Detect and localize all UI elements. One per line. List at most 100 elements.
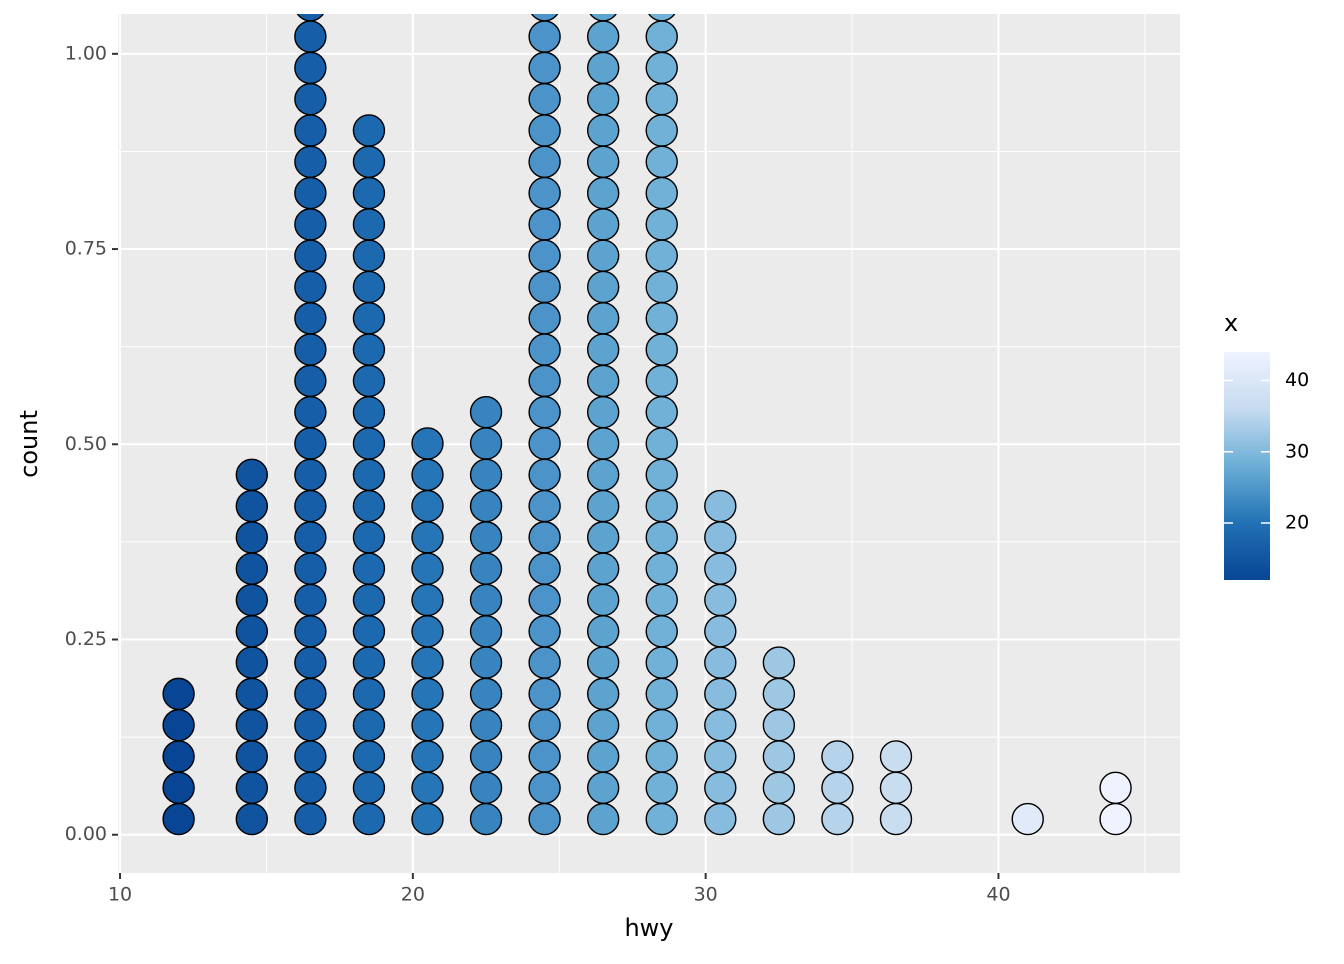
dot (352, 270, 386, 304)
dot (352, 176, 386, 210)
dot (528, 114, 561, 147)
dot (352, 677, 386, 711)
dot (528, 176, 561, 210)
dot (586, 708, 620, 742)
dot (645, 239, 678, 272)
dot (586, 802, 620, 836)
dot (528, 20, 561, 53)
dot (586, 302, 620, 335)
dot (294, 740, 327, 773)
dot (704, 708, 737, 742)
dot (586, 740, 620, 773)
dot (645, 802, 678, 836)
dot (162, 677, 195, 711)
dot (704, 583, 737, 617)
x-tick-label: 20 (401, 884, 425, 906)
dot (528, 270, 561, 304)
dot (352, 364, 386, 398)
dot (294, 82, 327, 116)
dot (352, 802, 386, 836)
dot (411, 646, 444, 679)
dot (762, 677, 796, 711)
dot (528, 489, 561, 523)
dot (762, 771, 796, 804)
dot (589, 14, 617, 22)
dot (704, 740, 737, 773)
dot (821, 740, 854, 773)
dot (294, 20, 327, 53)
dot (645, 521, 678, 554)
dot (762, 802, 796, 836)
dot (411, 771, 444, 804)
dot (704, 552, 737, 585)
dot (352, 427, 386, 460)
dot (645, 646, 678, 679)
dot (411, 740, 444, 773)
dot (1099, 771, 1132, 804)
dot (528, 615, 561, 648)
dot (294, 771, 327, 804)
dot (821, 802, 854, 836)
dot (411, 458, 444, 491)
dot (235, 458, 269, 491)
x-tick-label: 10 (108, 884, 132, 906)
dot (645, 82, 678, 116)
dot (294, 208, 327, 241)
dot (352, 239, 386, 272)
dot (352, 552, 386, 585)
dot (235, 552, 269, 585)
dot (294, 552, 327, 585)
dot (469, 521, 503, 554)
dot (469, 677, 503, 711)
dot (294, 114, 327, 147)
dot (528, 51, 561, 85)
dot (645, 364, 678, 398)
dot (294, 489, 327, 523)
dot (528, 82, 561, 116)
dot (645, 302, 678, 335)
dot (879, 802, 913, 836)
dot (1011, 802, 1044, 836)
dot (586, 489, 620, 523)
dot (411, 521, 444, 554)
dot (294, 333, 327, 366)
legend-tick-label: 20 (1285, 512, 1309, 534)
dot (294, 395, 327, 429)
dot (528, 458, 561, 491)
dot (352, 771, 386, 804)
dot (294, 364, 327, 398)
dot (469, 771, 503, 804)
dot (294, 646, 327, 679)
dot (235, 583, 269, 617)
y-tick-label: 0.00 (65, 823, 107, 845)
dot (352, 489, 386, 523)
dot (294, 176, 327, 210)
dot (704, 677, 737, 711)
dot (645, 395, 678, 429)
y-tick-label: 1.00 (65, 42, 107, 64)
dot (294, 521, 327, 554)
dot (528, 239, 561, 272)
dot (352, 521, 386, 554)
dot (586, 771, 620, 804)
dot (411, 708, 444, 742)
dot (235, 646, 269, 679)
dot (528, 333, 561, 366)
dot (528, 208, 561, 241)
dot (528, 646, 561, 679)
dot (586, 239, 620, 272)
dot (762, 708, 796, 742)
dot (235, 708, 269, 742)
dot (294, 615, 327, 648)
dot (821, 771, 854, 804)
dot (162, 708, 195, 742)
dot (528, 395, 561, 429)
dot (528, 521, 561, 554)
dot (294, 302, 327, 335)
dot (704, 615, 737, 648)
dot (162, 802, 195, 836)
dot (469, 646, 503, 679)
dot (528, 771, 561, 804)
dot (411, 615, 444, 648)
